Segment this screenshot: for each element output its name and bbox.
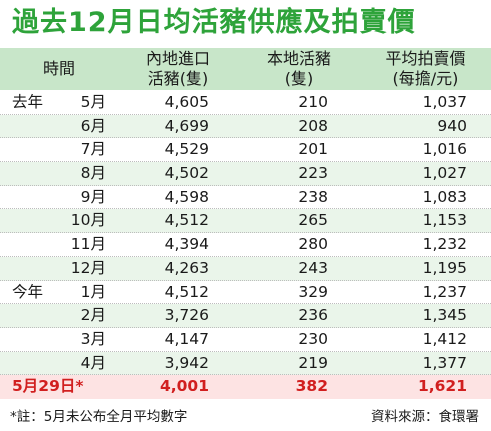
row-local: 210 <box>298 93 328 111</box>
table-row: 4月 3,942 219 1,377 <box>0 351 491 376</box>
row-year <box>12 138 62 161</box>
row-local: 238 <box>298 187 328 206</box>
row-year <box>12 233 62 256</box>
latest-imported: 4,001 <box>159 377 209 396</box>
row-price: 1,037 <box>422 93 467 111</box>
row-month: 6月 <box>80 116 106 135</box>
row-month: 1月 <box>80 282 106 301</box>
row-price: 1,083 <box>422 187 467 206</box>
row-local: 219 <box>298 353 328 372</box>
header-local: 本地活豬 (隻) <box>238 48 360 90</box>
row-month: 11月 <box>70 235 106 254</box>
table-row: 今年 1月 4,512 329 1,237 <box>0 281 491 305</box>
row-year: 今年 <box>12 282 44 301</box>
header-time: 時間 <box>0 48 118 90</box>
row-imported: 4,605 <box>164 93 209 111</box>
row-imported: 3,726 <box>164 306 209 325</box>
row-local: 236 <box>298 306 328 325</box>
row-year <box>12 162 62 185</box>
row-price: 1,377 <box>422 353 467 372</box>
row-month: 3月 <box>80 329 106 348</box>
row-month: 7月 <box>80 140 106 159</box>
row-year <box>12 115 62 138</box>
table-row: 6月 4,699 208 940 <box>0 114 491 139</box>
row-month: 2月 <box>80 306 106 325</box>
row-local: 243 <box>298 258 328 277</box>
row-price: 1,237 <box>422 282 467 301</box>
row-month: 12月 <box>70 258 106 277</box>
header-price-line2: (每擔/元) <box>392 69 459 88</box>
row-year <box>12 352 62 375</box>
latest-row: 5月29日* 4,001 382 1,621 <box>0 375 491 399</box>
row-local: 265 <box>298 211 328 230</box>
row-month: 5月 <box>80 93 106 111</box>
row-price: 1,412 <box>422 329 467 348</box>
header-local-line2: (隻) <box>284 69 314 88</box>
row-imported: 4,394 <box>164 235 209 254</box>
row-local: 280 <box>298 235 328 254</box>
footnote: *註：5月未公布全月平均數字 <box>10 409 188 425</box>
row-price: 1,153 <box>422 211 467 230</box>
row-year <box>12 186 62 209</box>
row-year: 去年 <box>12 93 44 111</box>
header-price-line1: 平均拍賣價 <box>385 49 466 68</box>
row-imported: 4,529 <box>164 140 209 159</box>
header-price: 平均拍賣價 (每擔/元) <box>360 48 491 90</box>
row-imported: 3,942 <box>164 353 209 372</box>
table-row: 去年 5月 4,605 210 1,037 <box>0 91 491 115</box>
table-footer: *註：5月未公布全月平均數字 資料來源：食環署 <box>0 404 491 431</box>
row-month: 4月 <box>80 353 106 372</box>
row-price: 940 <box>437 116 467 135</box>
row-imported: 4,263 <box>164 258 209 277</box>
header-imported: 內地進口 活豬(隻) <box>118 48 238 90</box>
row-month: 8月 <box>80 164 106 183</box>
table-title: 過去12月日均活豬供應及拍賣價 <box>12 7 416 38</box>
row-imported: 4,512 <box>164 282 209 301</box>
header-imported-line1: 內地進口 <box>145 49 210 68</box>
row-price: 1,016 <box>422 140 467 159</box>
latest-date: 5月29日* <box>12 377 84 396</box>
row-imported: 4,699 <box>164 116 209 135</box>
row-price: 1,345 <box>422 306 467 325</box>
row-year <box>12 328 62 351</box>
row-imported: 4,502 <box>164 164 209 183</box>
source-credit: 資料來源：食環署 <box>371 409 479 425</box>
table-row: 3月 4,147 230 1,412 <box>0 328 491 352</box>
table-row: 12月 4,263 243 1,195 <box>0 256 491 281</box>
table-row: 9月 4,598 238 1,083 <box>0 186 491 210</box>
table-row: 10月 4,512 265 1,153 <box>0 209 491 234</box>
header-imported-line2: 活豬(隻) <box>147 69 209 88</box>
latest-local: 382 <box>295 377 328 396</box>
table-body: 去年 5月 4,605 210 1,037 6月 4,699 208 940 7… <box>0 91 491 399</box>
table-row: 2月 3,726 236 1,345 <box>0 304 491 328</box>
table-row: 7月 4,529 201 1,016 <box>0 138 491 163</box>
table-row: 8月 4,502 223 1,027 <box>0 162 491 186</box>
row-imported: 4,598 <box>164 187 209 206</box>
row-year <box>12 257 62 280</box>
row-local: 230 <box>298 329 328 348</box>
row-price: 1,027 <box>422 164 467 183</box>
table-row: 11月 4,394 280 1,232 <box>0 233 491 257</box>
row-local: 223 <box>298 164 328 183</box>
table-header: 時間 內地進口 活豬(隻) 本地活豬 (隻) 平均拍賣價 (每擔/元) <box>0 48 491 90</box>
row-local: 201 <box>298 140 328 159</box>
header-local-line1: 本地活豬 <box>266 49 331 68</box>
row-price: 1,232 <box>422 235 467 254</box>
row-imported: 4,512 <box>164 211 209 230</box>
row-local: 329 <box>298 282 328 301</box>
row-imported: 4,147 <box>164 329 209 348</box>
row-month: 9月 <box>80 187 106 206</box>
row-price: 1,195 <box>422 258 467 277</box>
header-time-label: 時間 <box>42 59 75 78</box>
row-month: 10月 <box>70 211 106 230</box>
row-year <box>12 209 62 232</box>
row-year <box>12 304 62 327</box>
latest-price: 1,621 <box>417 377 467 396</box>
row-local: 208 <box>298 116 328 135</box>
